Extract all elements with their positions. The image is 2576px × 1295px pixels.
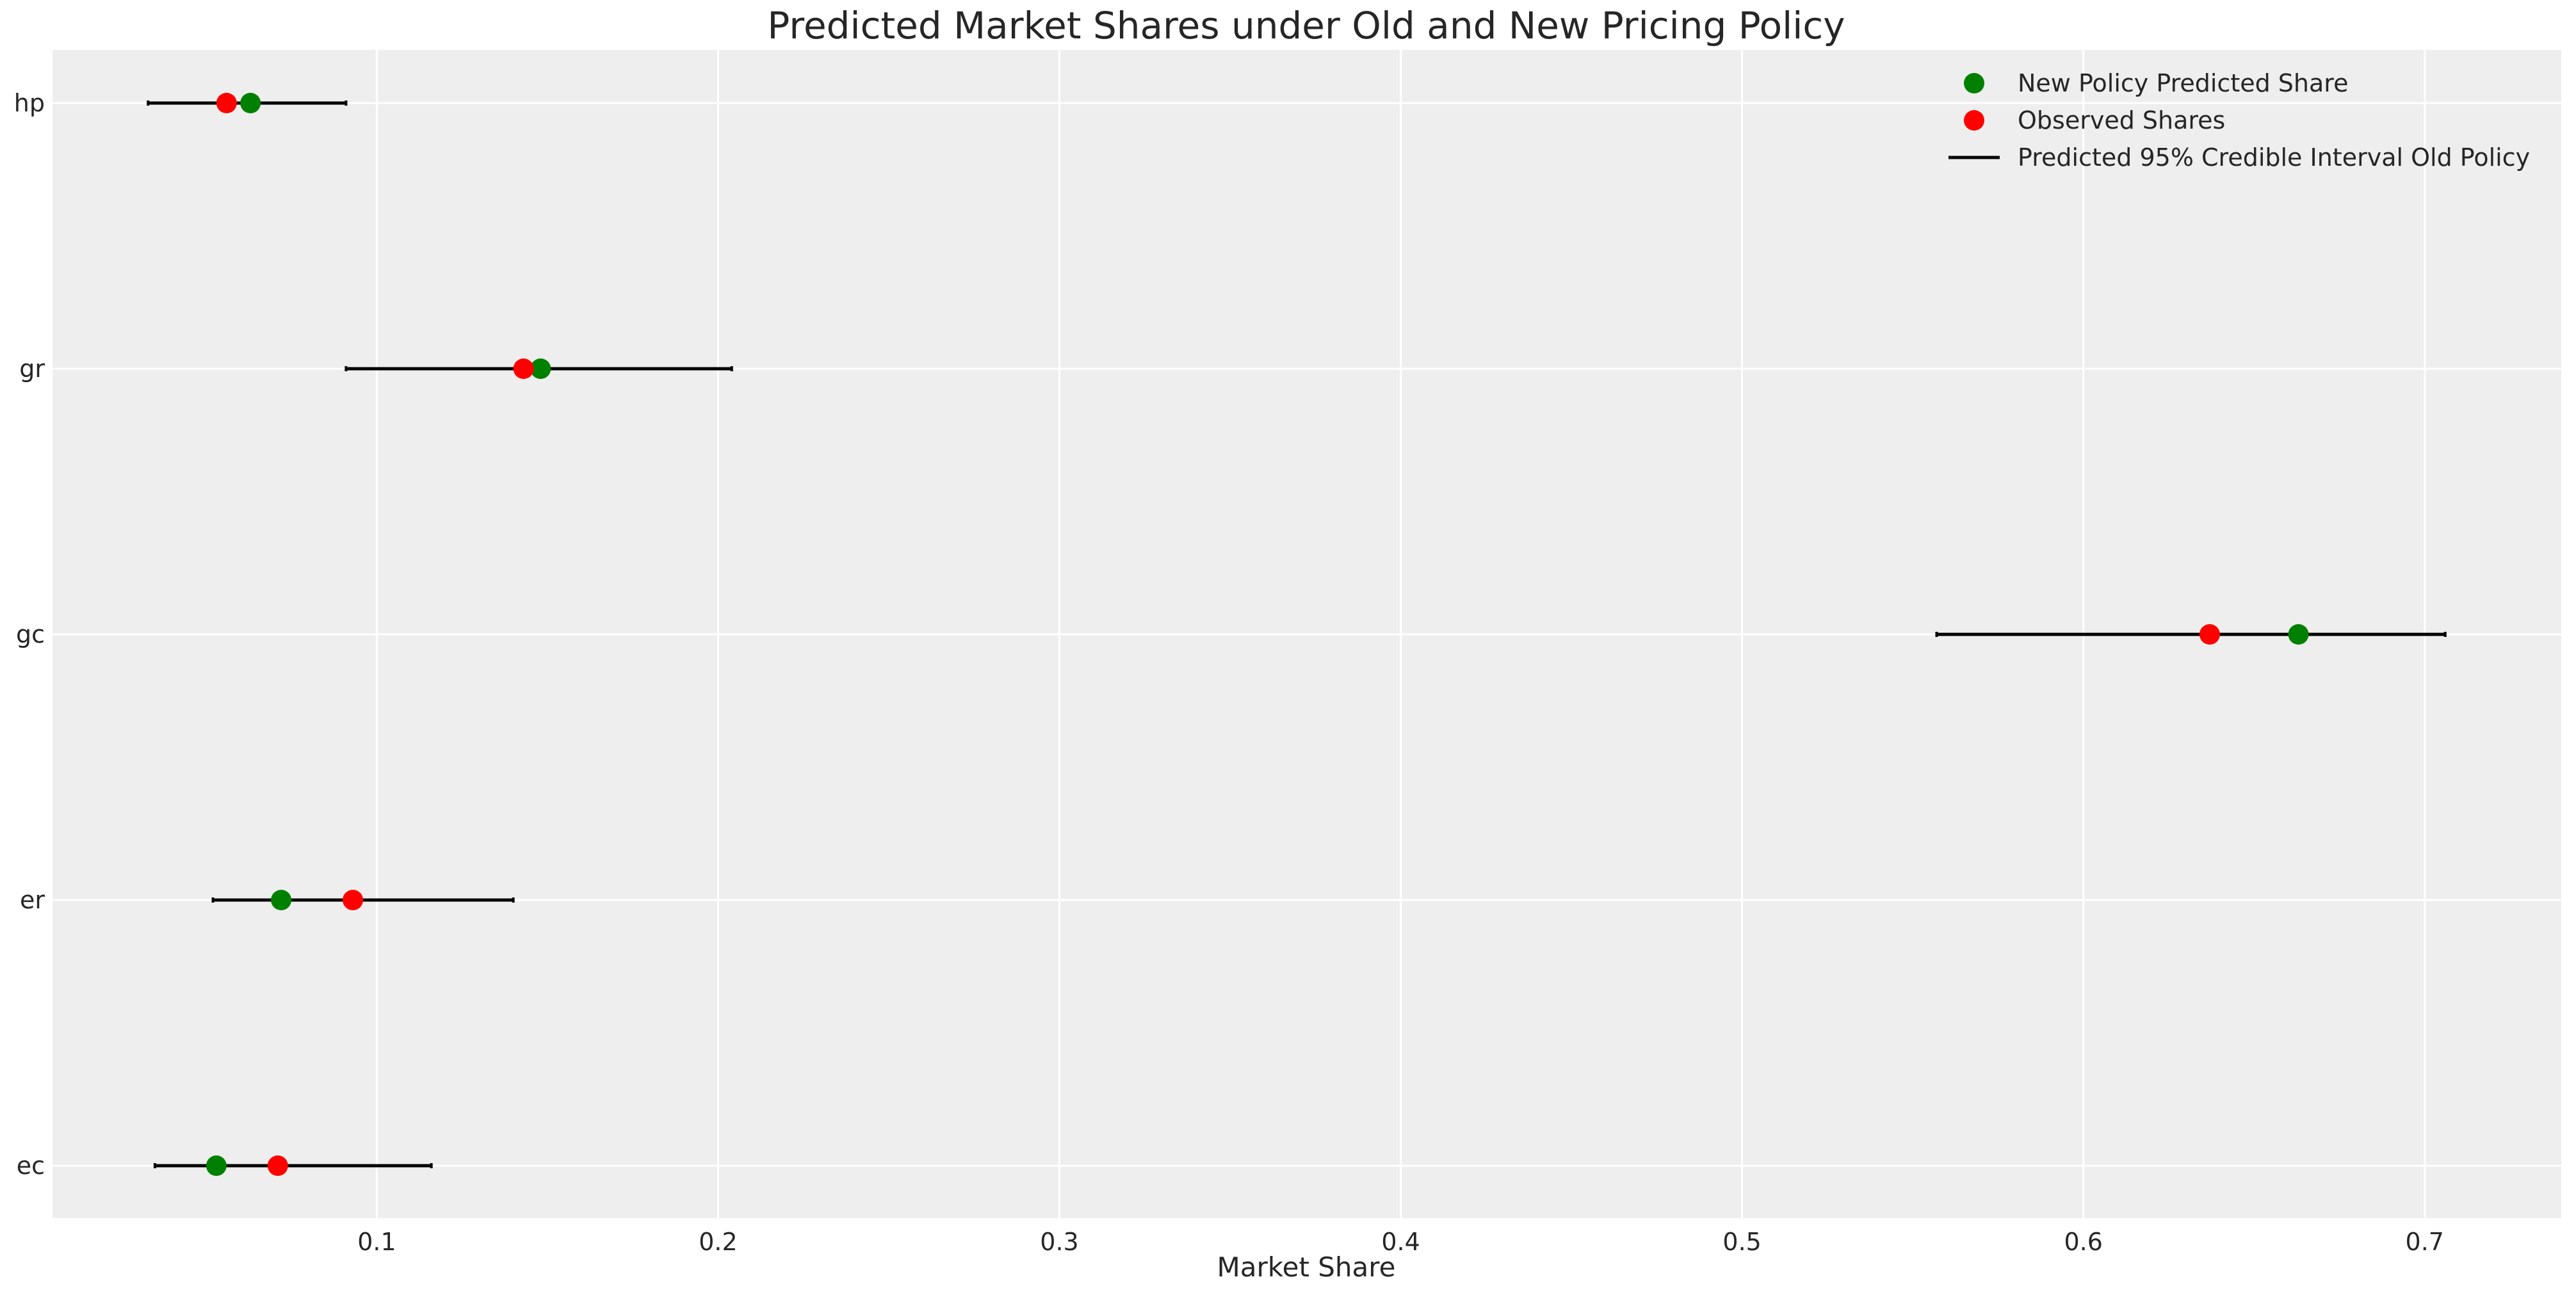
x-tick-label: 0.1	[357, 1228, 396, 1256]
observed-share-point	[2199, 624, 2220, 645]
legend-marker	[1964, 110, 1984, 131]
x-tick-label: 0.5	[1722, 1228, 1761, 1256]
y-tick-label: er	[20, 886, 45, 914]
point-layer	[206, 93, 2309, 1176]
x-tick-label: 0.6	[2064, 1228, 2102, 1256]
new-policy-point	[240, 93, 261, 113]
legend-entry: Observed Shares	[2018, 106, 2225, 134]
observed-share-point	[343, 890, 364, 910]
x-tick-labels: 0.1 0.2 0.3 0.4 0.5 0.6 0.7	[357, 1228, 2444, 1256]
observed-share-point	[216, 93, 237, 113]
y-tick-label: ec	[17, 1152, 45, 1180]
x-tick-label: 0.2	[699, 1228, 737, 1256]
new-policy-point	[271, 890, 292, 910]
new-policy-point	[206, 1155, 227, 1176]
legend-entry: Predicted 95% Credible Interval Old Poli…	[2018, 143, 2530, 172]
x-tick-label: 0.7	[2406, 1228, 2444, 1256]
x-tick-label: 0.4	[1381, 1228, 1420, 1256]
x-axis-label: Market Share	[1217, 1251, 1396, 1283]
y-tick-labels: hp gr gc er ec	[14, 89, 45, 1180]
x-tick-label: 0.3	[1040, 1228, 1078, 1256]
chart-title: Predicted Market Shares under Old and Ne…	[767, 4, 1845, 47]
y-tick-label: hp	[14, 89, 45, 117]
observed-share-point	[513, 358, 534, 379]
new-policy-point	[2288, 624, 2309, 645]
observed-share-point	[267, 1155, 288, 1176]
legend: New Policy Predicted Share Observed Share…	[1948, 69, 2530, 172]
legend-entry: New Policy Predicted Share	[2018, 69, 2348, 97]
new-policy-point	[530, 358, 551, 379]
y-tick-label: gr	[19, 355, 45, 383]
legend-marker	[1964, 73, 1984, 93]
y-tick-label: gc	[16, 620, 45, 648]
